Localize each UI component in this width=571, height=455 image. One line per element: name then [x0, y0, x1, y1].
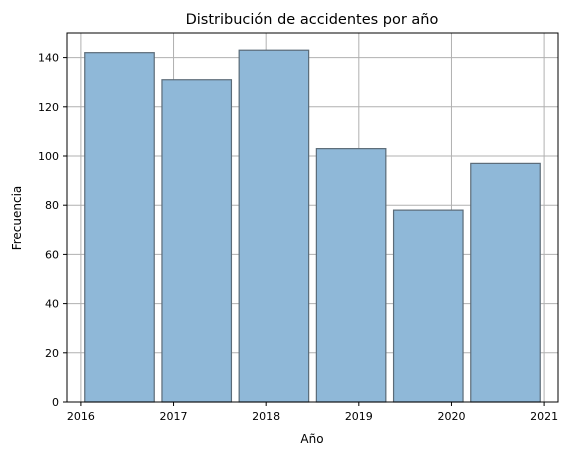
- plot-frame: [66, 32, 559, 403]
- histogram-bar: [392, 209, 464, 403]
- x-tick-label: 2019: [345, 410, 373, 423]
- x-tick-label: 2021: [530, 410, 558, 423]
- y-tick-label: 100: [38, 150, 59, 163]
- y-tick-label: 120: [38, 101, 59, 114]
- x-axis-label: Año: [300, 432, 323, 446]
- y-axis-ticks: 0 20 40 60 80 100 120 140: [38, 52, 67, 409]
- x-axis-ticks: 2016 2017 2018 2019 2020 2021: [67, 402, 558, 423]
- y-tick-label: 0: [52, 396, 59, 409]
- histogram-bar: [315, 148, 387, 403]
- x-tick-label: 2016: [67, 410, 95, 423]
- x-tick-label: 2018: [252, 410, 280, 423]
- bars: [84, 49, 541, 403]
- histogram-bar: [238, 49, 310, 403]
- x-tick-label: 2017: [160, 410, 188, 423]
- y-tick-label: 60: [45, 248, 59, 261]
- y-tick-label: 20: [45, 347, 59, 360]
- histogram-bar: [470, 162, 541, 403]
- y-axis-label: Frecuencia: [10, 186, 24, 251]
- chart-title: Distribución de accidentes por año: [186, 12, 439, 28]
- y-tick-label: 40: [45, 298, 59, 311]
- x-tick-label: 2020: [437, 410, 465, 423]
- histogram-bar: [84, 52, 155, 403]
- y-tick-label: 80: [45, 199, 59, 212]
- y-tick-label: 140: [38, 52, 59, 65]
- histogram-bar: [161, 79, 233, 403]
